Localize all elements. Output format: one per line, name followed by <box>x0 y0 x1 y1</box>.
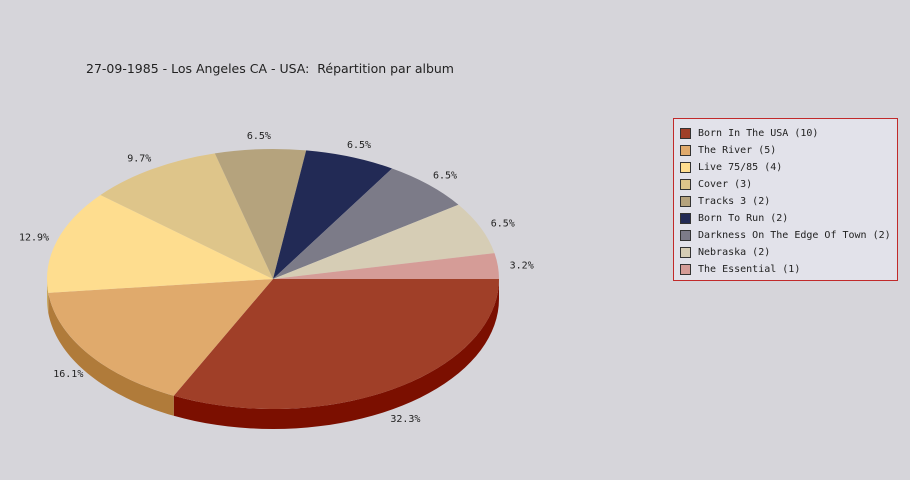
legend-swatch <box>680 213 691 224</box>
pie-label-2: 12.9% <box>19 233 49 244</box>
legend-swatch <box>680 128 691 139</box>
pie-label-1: 16.1% <box>53 369 83 380</box>
pie-slice-6 <box>273 168 459 279</box>
legend-swatch <box>680 179 691 190</box>
pie-slice-8 <box>273 253 499 279</box>
pie-label-0: 32.3% <box>390 414 420 425</box>
pie-side-2 <box>47 279 49 313</box>
pie-label-8: 3.2% <box>510 261 534 272</box>
pie-side-1 <box>48 292 174 416</box>
legend-item-7: Nebraska (2) <box>680 244 897 261</box>
legend-label: Darkness On The Edge Of Town (2) <box>698 230 891 241</box>
pie-slice-2 <box>46 195 273 293</box>
legend-label: Live 75/85 (4) <box>698 162 783 173</box>
legend-label: Born To Run (2) <box>698 213 789 224</box>
pie-label-7: 6.5% <box>491 218 515 229</box>
legend: Born In The USA (10) The River (5) Live 75… <box>673 118 898 281</box>
legend-item-5: Born To Run (2) <box>680 210 897 227</box>
legend-label: The Essential (1) <box>698 264 801 275</box>
pie-label-6: 6.5% <box>433 171 457 182</box>
legend-label: Born In The USA (10) <box>698 128 819 139</box>
legend-swatch <box>680 196 691 207</box>
legend-label: The River (5) <box>698 145 777 156</box>
pie-slice-group <box>46 149 499 410</box>
pie-slice-4 <box>214 149 307 279</box>
pie-slice-0 <box>173 279 499 410</box>
legend-item-6: Darkness On The Edge Of Town (2) <box>680 227 897 244</box>
legend-swatch <box>680 162 691 173</box>
legend-swatch <box>680 230 691 241</box>
legend-swatch <box>680 247 691 258</box>
chart-title: 27-09-1985 - Los Angeles CA - USA: Répar… <box>86 61 454 76</box>
pie-label-3: 9.7% <box>127 153 151 164</box>
legend-label: Nebraska (2) <box>698 247 771 258</box>
legend-item-4: Tracks 3 (2) <box>680 193 897 210</box>
pie-side-0 <box>173 279 499 429</box>
legend-item-8: The Essential (1) <box>680 261 897 278</box>
legend-label: Cover (3) <box>698 179 753 190</box>
pie-slice-5 <box>273 150 393 279</box>
pie-label-group: 32.3% 16.1% 12.9% 9.7% 6.5% 6.5% 6.5% 6.5% 3.2% <box>19 131 534 425</box>
pie-label-5: 6.5% <box>347 140 371 151</box>
legend-swatch <box>680 264 691 275</box>
pie-slice-1 <box>48 279 273 396</box>
legend-item-2: Live 75/85 (4) <box>680 159 897 176</box>
pie-slice-3 <box>100 153 273 279</box>
pie-label-4: 6.5% <box>247 131 271 142</box>
legend-item-3: Cover (3) <box>680 176 897 193</box>
legend-swatch <box>680 145 691 156</box>
pie-side-group <box>47 279 499 429</box>
legend-item-1: The River (5) <box>680 142 897 159</box>
pie-slice-7 <box>273 204 495 279</box>
legend-label: Tracks 3 (2) <box>698 196 771 207</box>
legend-item-0: Born In The USA (10) <box>680 125 897 142</box>
